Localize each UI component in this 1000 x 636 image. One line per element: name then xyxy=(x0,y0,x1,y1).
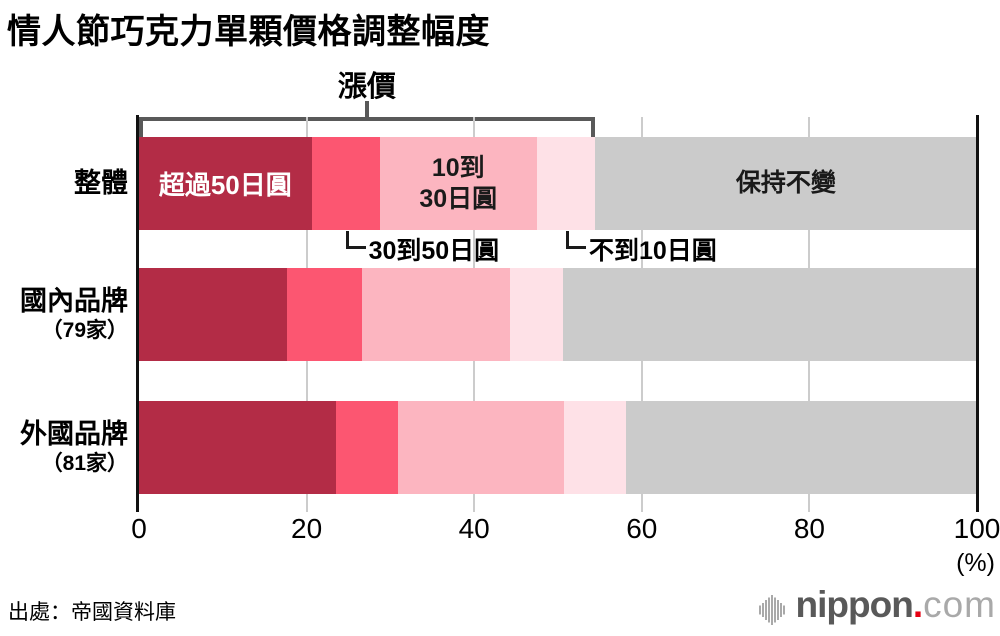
chart-title: 情人節巧克力單顆價格調整幅度 xyxy=(7,13,490,51)
axis-line-0 xyxy=(136,115,139,512)
segment-label-10to30: 10到 30日圓 xyxy=(419,154,498,213)
source-note: 出處：帝國資料庫 xyxy=(8,601,176,624)
bar-segment-under10 xyxy=(537,137,595,230)
row-label-overall: 整體 xyxy=(74,168,128,199)
segment-label-over50: 超過50日圓 xyxy=(158,170,292,200)
axis-line-100 xyxy=(976,115,979,512)
row-label-domestic: 國內品牌 （79家） xyxy=(20,285,128,343)
annotation-under10: 不到10日圓 xyxy=(588,237,717,265)
price-increase-label: 漲價 xyxy=(337,71,396,103)
bar-segment-10to30 xyxy=(397,401,564,494)
bar-segment-10to30: 10到 30日圓 xyxy=(379,137,538,230)
row-label-foreign: 外國品牌 （81家） xyxy=(20,418,128,476)
bar-segment-over50 xyxy=(139,401,336,494)
segment-label-unchanged: 保持不變 xyxy=(735,169,836,198)
bar-segment-30to50 xyxy=(335,401,398,494)
x-tick-label-40: 40 xyxy=(458,513,490,544)
nippon-logo: nippon. com xyxy=(758,584,996,628)
bar-segment-over50 xyxy=(139,268,288,361)
axis-unit-label: (%) xyxy=(956,549,995,577)
x-tick-label-0: 0 xyxy=(131,513,147,544)
bar-segment-unchanged xyxy=(562,268,977,361)
bar-segment-under10 xyxy=(510,268,563,361)
annotation-30to50: 30到50日圓 xyxy=(368,237,500,265)
bar-segment-under10 xyxy=(563,401,626,494)
soundwave-icon xyxy=(758,595,785,625)
x-tick-label-20: 20 xyxy=(291,513,323,544)
bracket-right-tick xyxy=(590,117,595,137)
bracket-left-tick xyxy=(139,117,143,137)
bracket-stub xyxy=(364,101,369,118)
bar-segment-unchanged: 保持不變 xyxy=(594,137,977,230)
bar-segment-unchanged xyxy=(625,401,977,494)
x-tick-label-80: 80 xyxy=(793,513,825,544)
bar-segment-10to30 xyxy=(361,268,511,361)
connector-elbow-30to50 xyxy=(345,231,366,249)
bar-row-domestic xyxy=(139,268,977,361)
x-tick-label-60: 60 xyxy=(626,513,658,544)
logo-dot: . xyxy=(912,584,924,625)
logo-text-com: com xyxy=(923,584,996,625)
connector-elbow-under10 xyxy=(565,231,586,249)
bar-row-overall: 超過50日圓 10到 30日圓 保持不變 xyxy=(139,137,977,230)
logo-text-nippon: nippon xyxy=(795,584,914,625)
x-tick-label-100: 100 xyxy=(953,513,1000,544)
bar-segment-30to50 xyxy=(287,268,362,361)
price-increase-bracket xyxy=(139,117,595,137)
bar-segment-30to50 xyxy=(311,137,380,230)
bar-segment-over50: 超過50日圓 xyxy=(139,137,312,230)
bar-row-foreign xyxy=(139,401,977,494)
